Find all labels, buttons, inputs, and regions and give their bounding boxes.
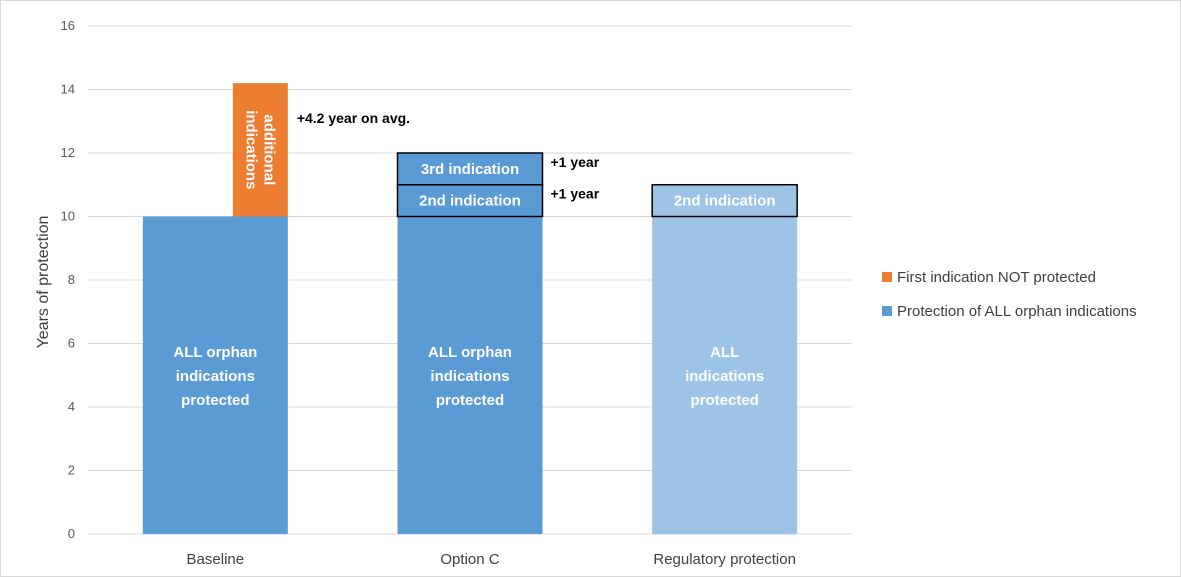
orange-bar-label-line: indications	[242, 110, 259, 189]
segment-label: 2nd indication	[674, 193, 776, 210]
y-tick-label: 8	[68, 272, 75, 287]
bar-label: protected	[181, 392, 249, 409]
orange-bar-label-line: additional	[260, 114, 277, 185]
legend-swatch	[882, 306, 892, 316]
legend-swatch	[882, 272, 892, 282]
bar-label: indications	[685, 368, 764, 385]
y-tick-label: 4	[68, 399, 75, 414]
y-tick-label: 10	[61, 209, 75, 224]
segment-annotation: +1 year	[551, 186, 600, 202]
bar-base	[142, 216, 288, 534]
bar-first-indication	[232, 83, 288, 217]
x-tick-label: Regulatory protection	[653, 551, 796, 568]
bar-label: ALL orphan	[428, 344, 512, 361]
bar-segment	[651, 184, 798, 218]
x-axis-categories: Baseline Option C Regulatory protection	[187, 551, 796, 568]
bars: ALL orphan indications protected ALL orphan…	[142, 83, 798, 534]
y-tick-label: 6	[68, 336, 75, 351]
y-tick-label: 16	[61, 18, 75, 33]
segment-label: 2nd indication	[419, 193, 521, 210]
x-tick-label: Option C	[440, 551, 499, 568]
bar-label: protected	[690, 392, 758, 409]
bar-label: ALL	[710, 344, 739, 361]
bar-label: indications	[176, 368, 255, 385]
bar-label: indications	[430, 368, 509, 385]
segment-annotation: +1 year	[551, 154, 600, 170]
bar-label: ALL orphan	[173, 344, 257, 361]
y-tick-label: 14	[61, 82, 75, 97]
legend-label: First indication NOT protected	[897, 269, 1096, 286]
orange-annotation: +4.2 year on avg.	[297, 110, 410, 126]
y-axis-ticks: 0 2 4 6 8 10 12 14 16	[61, 18, 75, 541]
segment-label: 3rd indication	[421, 161, 519, 178]
bar-label: protected	[436, 392, 504, 409]
y-tick-label: 0	[68, 526, 75, 541]
legend-label: Protection of ALL orphan indications	[897, 303, 1137, 320]
legend: First indication NOT protected Protection…	[882, 269, 1137, 320]
bar-base	[397, 216, 543, 534]
bar-segment	[396, 152, 544, 186]
y-tick-label: 12	[61, 145, 75, 160]
y-axis-label: Years of protection	[35, 216, 52, 349]
bar-base	[652, 216, 798, 534]
x-tick-label: Baseline	[187, 551, 245, 568]
y-tick-label: 2	[68, 463, 75, 478]
